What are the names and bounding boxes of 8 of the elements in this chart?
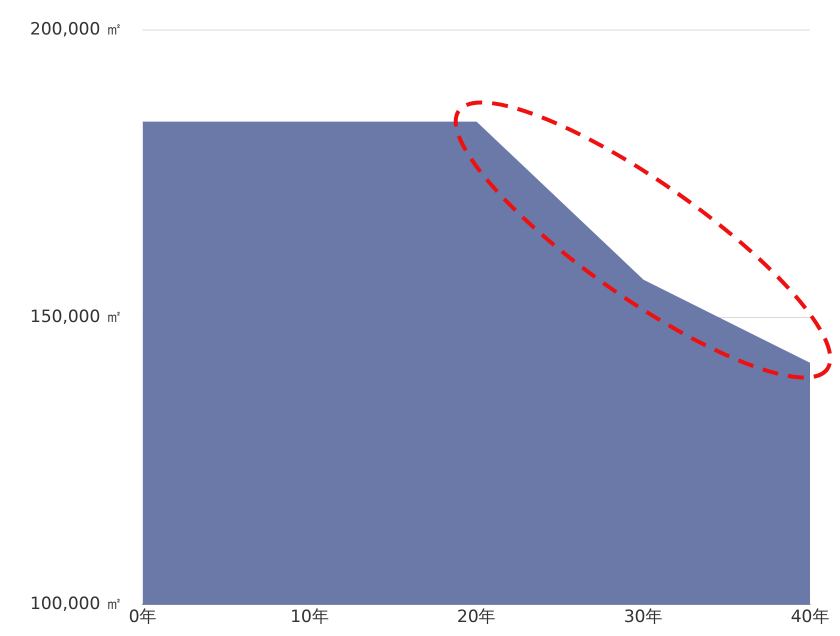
y-tick-label: 100,000 ㎡ [30,594,123,614]
x-tick-label: 10年 [290,607,329,628]
x-tick-label: 0年 [128,607,157,628]
y-tick-label: 200,000 ㎡ [30,20,123,40]
y-tick-label: 150,000 ㎡ [30,306,123,327]
x-tick-label: 20年 [457,607,496,628]
x-tick-label: 40年 [790,607,830,628]
x-tick-label: 30年 [624,607,662,628]
